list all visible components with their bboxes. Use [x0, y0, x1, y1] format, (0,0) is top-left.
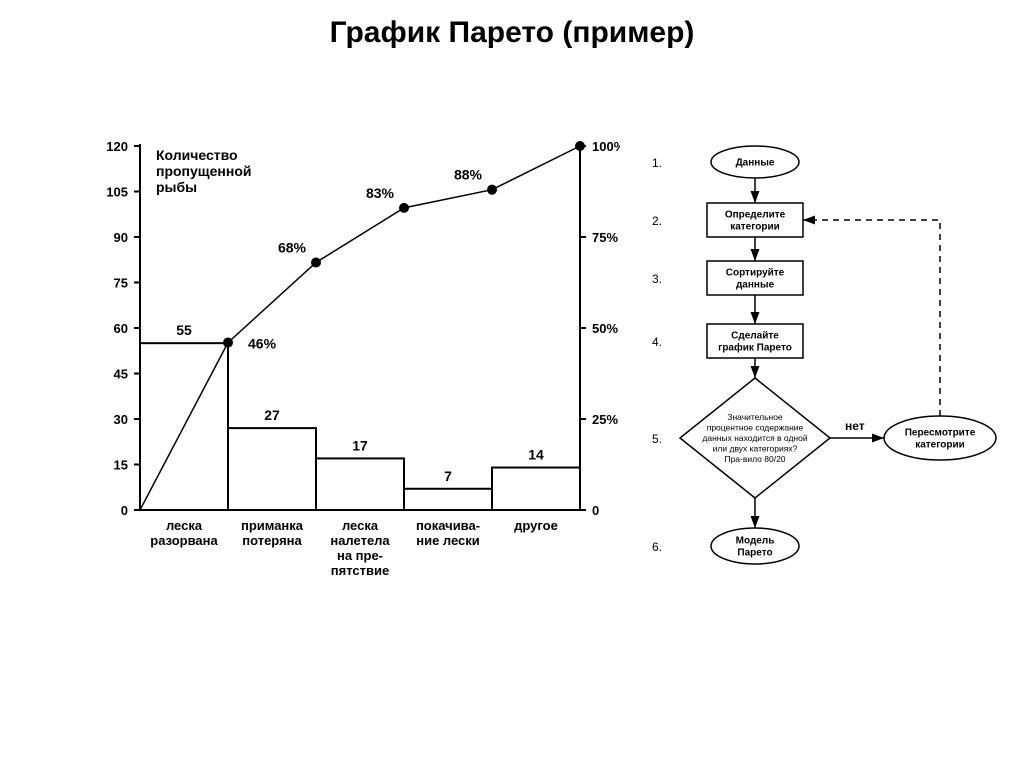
- flow-node-label: данные: [736, 280, 775, 291]
- svg-text:25%: 25%: [592, 412, 618, 427]
- flow-node-label: Значительное: [727, 412, 783, 422]
- cumulative-marker: [311, 257, 321, 267]
- bar: [228, 428, 316, 510]
- flow-step-number: 3.: [652, 272, 662, 286]
- flowchart: Данные1.Определитекатегории2.Сортируйтед…: [640, 138, 1020, 608]
- flow-step-number: 5.: [652, 432, 662, 446]
- flow-node-label: Пра-вило 80/20: [724, 454, 785, 464]
- svg-text:0: 0: [592, 503, 599, 518]
- flow-branch-label: нет: [845, 419, 865, 433]
- flow-node-label: Сортируйте: [726, 268, 785, 279]
- bar-value-label: 27: [264, 407, 280, 423]
- svg-text:105: 105: [106, 185, 128, 200]
- pareto-chart: 0 15 30 45 60 75 90 105 120 0 25% 50% 75% 100% 55 27 17 7…: [70, 140, 620, 600]
- bar-value-label: 17: [352, 437, 368, 453]
- flow-step-number: 1.: [652, 156, 662, 170]
- svg-text:50%: 50%: [592, 321, 618, 336]
- category-label: леска: [166, 518, 203, 533]
- category-label: на пре-: [337, 548, 383, 563]
- flow-step-number: 2.: [652, 214, 662, 228]
- bar: [404, 489, 492, 510]
- category-label: налетела: [330, 533, 390, 548]
- bar: [492, 468, 580, 510]
- cumulative-marker: [575, 141, 585, 151]
- category-label: другое: [514, 518, 558, 533]
- flow-feedback-arrow: [803, 220, 940, 416]
- page-title: График Парето (пример): [0, 16, 1024, 50]
- svg-text:120: 120: [106, 140, 128, 154]
- svg-text:90: 90: [114, 230, 128, 245]
- bar-value-label: 55: [176, 322, 192, 338]
- cumulative-pct-label: 68%: [278, 239, 307, 255]
- flow-node-label: или двух категориях?: [713, 443, 798, 453]
- flow-node-label: Сделайте: [731, 331, 779, 342]
- category-label: покачива-: [416, 518, 480, 533]
- flow-node-label: Пересмотрите: [905, 428, 976, 439]
- flow-step-number: 4.: [652, 335, 662, 349]
- category-label: леска: [342, 518, 379, 533]
- bar: [316, 458, 404, 510]
- flow-step-number: 6.: [652, 540, 662, 554]
- flow-node-label: Модель: [736, 536, 775, 547]
- category-label: потеряна: [242, 533, 302, 548]
- category-label: ние лески: [416, 533, 480, 548]
- flow-node-label: Данные: [736, 158, 775, 169]
- flow-node-label: процентное содержание: [707, 422, 804, 432]
- chart-subtitle: пропущенной: [156, 163, 251, 179]
- bar-value-label: 14: [528, 447, 544, 463]
- flow-node-label: Определите: [725, 210, 786, 221]
- cumulative-pct-label: 46%: [248, 336, 277, 352]
- svg-text:45: 45: [114, 367, 128, 382]
- flow-node-label: категории: [730, 222, 780, 233]
- cumulative-pct-label: 88%: [454, 167, 483, 183]
- bar-value-label: 7: [444, 468, 452, 484]
- category-label: пятствие: [331, 563, 389, 578]
- category-label: разорвана: [150, 533, 218, 548]
- svg-text:15: 15: [114, 458, 128, 473]
- svg-text:75%: 75%: [592, 230, 618, 245]
- cumulative-marker: [223, 338, 233, 348]
- svg-text:100%: 100%: [592, 140, 620, 154]
- cumulative-marker: [399, 203, 409, 213]
- svg-text:0: 0: [121, 503, 128, 518]
- cumulative-marker: [487, 185, 497, 195]
- category-label: приманка: [241, 518, 304, 533]
- svg-text:60: 60: [114, 321, 128, 336]
- flow-node-label: категории: [915, 440, 965, 451]
- svg-text:75: 75: [114, 276, 128, 291]
- chart-subtitle: рыбы: [156, 179, 197, 195]
- flow-node-label: график Парето: [718, 342, 792, 354]
- chart-subtitle: Количество: [156, 147, 238, 163]
- flow-node-label: Парето: [737, 548, 772, 559]
- svg-text:30: 30: [114, 412, 128, 427]
- flow-node-label: данных находится в одной: [702, 433, 807, 443]
- cumulative-pct-label: 83%: [366, 185, 395, 201]
